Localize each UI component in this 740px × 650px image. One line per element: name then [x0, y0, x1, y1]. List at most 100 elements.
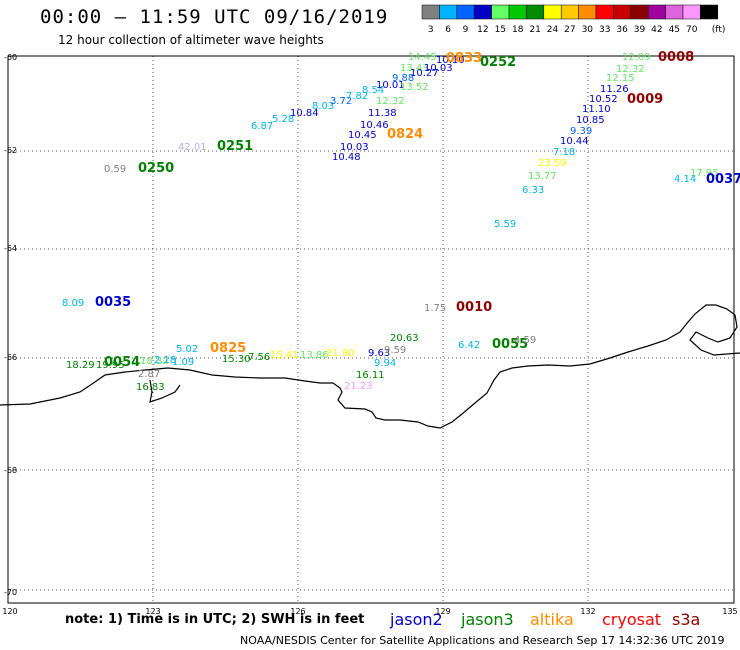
wave-height-label: 13.43 [400, 63, 429, 74]
latitude-label: -62 [4, 146, 17, 155]
wave-height-label: 12.32 [376, 96, 405, 107]
latitude-label: -66 [4, 353, 17, 362]
colorbar-swatch [508, 4, 527, 20]
coastline-inlet [149, 379, 181, 403]
colorbar-label: 18 [512, 25, 524, 35]
map-subtitle: 12 hour collection of altimeter wave hei… [58, 33, 324, 47]
wave-height-label: 1.75 [424, 303, 446, 314]
wave-height-label: 8.54 [362, 85, 384, 96]
wave-height-label: 6.87 [251, 121, 273, 132]
wave-height-label: 12.32 [616, 64, 645, 75]
colorbar-label: 42 [651, 25, 662, 35]
pass-time-label: 0833 [446, 51, 482, 66]
colorbar-swatch [473, 4, 492, 20]
antarctic-coastline [0, 304, 740, 429]
colorbar-unit: (ft) [712, 25, 726, 35]
wave-height-label: 18.29 [66, 360, 95, 371]
colorbar-label: 27 [564, 25, 575, 35]
lat-lon-grid [8, 56, 734, 603]
map-title: 00:00 – 11:59 UTC 09/16/2019 [40, 6, 389, 28]
wave-height-label: 21.90 [326, 348, 355, 359]
colorbar-label: 70 [686, 25, 698, 35]
pass-time-label: 0037 [706, 172, 740, 187]
wave-height-label: 6.33 [522, 185, 544, 196]
colorbar-label: 33 [599, 25, 610, 35]
colorbar-swatch [630, 4, 649, 20]
wave-height-label: 9.88 [392, 73, 414, 84]
colorbar-label: 30 [582, 25, 594, 35]
pass-time-label: 0250 [138, 161, 174, 176]
axis-labels: -60 -62 -64 -66 -68 -70 120 123 126 129 132 135 [2, 53, 737, 616]
wave-height-label: 10.46 [360, 120, 389, 131]
wave-height-label: 0.59 [104, 164, 126, 175]
legend-entry-jason3: jason3 [461, 610, 514, 629]
wave-height-label: 15.41 [270, 350, 299, 361]
wave-height-label: 10.44 [560, 136, 589, 147]
colorbar-label: 45 [669, 25, 680, 35]
colorbar-swatch [665, 4, 684, 20]
wave-height-label: 10.03 [340, 142, 369, 153]
wave-height-label: 10.84 [290, 108, 319, 119]
longitude-label: 135 [722, 607, 737, 616]
colorbar-swatch [456, 4, 475, 20]
wave-height-label: 5.02 [176, 344, 198, 355]
wave-height-label: 10.48 [332, 152, 361, 163]
wave-height-label: 8.09 [62, 298, 84, 309]
pass-time-label: 0251 [217, 139, 253, 154]
wave-height-label: 11.26 [600, 84, 629, 95]
wave-height-label: 10.01 [376, 80, 405, 91]
legend-entry-altika: altika [530, 610, 574, 629]
pass-time-label: 0035 [95, 295, 131, 310]
wave-height-label: 11.38 [368, 108, 397, 119]
colorbar-swatch [560, 4, 579, 20]
pass-time-label: 0009 [627, 92, 663, 107]
wave-height-label: 18.32 [140, 356, 169, 367]
wave-height-label: 10.85 [576, 115, 605, 126]
colorbar-swatch [647, 4, 666, 20]
map-frame [7, 55, 735, 604]
pass-time-label: 0055 [492, 337, 528, 352]
legend-entry-cryosat: cryosat [602, 610, 662, 629]
wave-height-label: 9.39 [570, 126, 592, 137]
legend-entry-jason2: jason2 [390, 610, 443, 629]
wave-height-label: 1.09 [172, 357, 194, 368]
wave-height-label: 7.18 [553, 147, 575, 158]
colorbar-label: 9 [463, 25, 469, 35]
wave-height-label: 10.52 [589, 94, 618, 105]
wave-height-label: 12.15 [606, 73, 635, 84]
wave-height-label: 6.42 [458, 340, 480, 351]
wave-height-label: 2.18 [154, 355, 176, 366]
wave-height-label: 42.01 [178, 142, 207, 153]
colorbar-swatch [613, 4, 632, 20]
wave-height-label: 13.86 [300, 350, 329, 361]
wave-height-label: 5.59 [494, 219, 516, 230]
longitude-label: 126 [290, 607, 305, 616]
wave-height-colorbar: 3 6 9 12 15 18 21 24 27 30 33 36 39 42 45 70 (ft) [421, 4, 726, 35]
colorbar-swatch [421, 4, 440, 20]
wave-height-label: 9.63 [368, 348, 390, 359]
pass-time-label: 0252 [480, 55, 516, 70]
wave-height-label: 13.52 [400, 82, 429, 93]
wave-height-label: 9.59 [384, 345, 406, 356]
colorbar-swatch [682, 4, 701, 20]
colorbar-label: 24 [547, 25, 559, 35]
colorbar-label: 39 [634, 25, 646, 35]
wave-height-label: 13.77 [528, 171, 557, 182]
colorbar-swatch [578, 4, 597, 20]
colorbar-label: 6 [445, 25, 451, 35]
wave-height-label: 4.59 [514, 335, 536, 346]
colorbar-swatch [700, 4, 719, 20]
wave-height-label: 17.95 [690, 168, 719, 179]
latitude-label: -64 [4, 244, 17, 253]
wave-height-label: 2.87 [138, 369, 160, 380]
pass-time-label: 0008 [658, 50, 694, 65]
colorbar-label: 21 [529, 25, 540, 35]
colorbar-swatch [491, 4, 510, 20]
wave-height-label: 5.28 [272, 114, 294, 125]
pass-time-label: 0010 [456, 300, 492, 315]
pass-time-label: 0825 [210, 341, 246, 356]
colorbar-label: 3 [428, 25, 434, 35]
